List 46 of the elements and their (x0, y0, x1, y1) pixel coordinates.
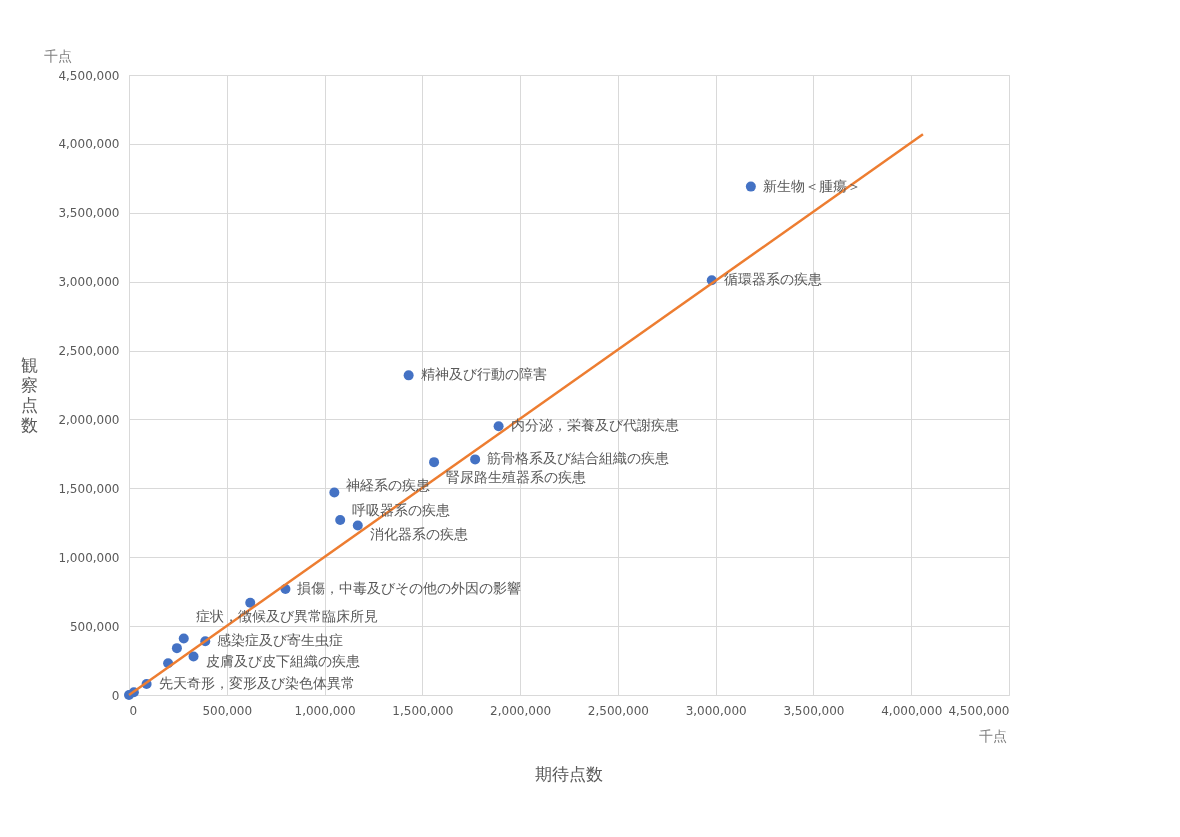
x-tick-label: 2,000,000 (490, 703, 552, 718)
y-tick-label: 500,000 (69, 619, 120, 634)
y-axis-title: 観察点数 (20, 355, 38, 436)
point (245, 597, 256, 608)
point (171, 643, 182, 654)
x-tick-label: 500,000 (202, 703, 253, 718)
point (745, 181, 756, 192)
annotation: 筋骨格系及び結合組織の疾患 (487, 450, 670, 467)
annotation: 先天奇形，変形及び染色体異常 (158, 674, 355, 691)
y-tick-label: 1,500,000 (58, 481, 120, 496)
x-tick-label: 1,500,000 (392, 703, 454, 718)
text: 千点 (979, 728, 1007, 744)
x-tick-label: 3,500,000 (783, 703, 845, 718)
y-tick-label: 0 (111, 688, 120, 703)
text: 千点 (44, 48, 72, 64)
point (470, 454, 481, 465)
x-tick-label: 3,000,000 (685, 703, 747, 718)
point (329, 487, 340, 498)
annotation: 消化器系の疾患 (369, 525, 468, 542)
y-tick-label: 4,500,000 (58, 68, 120, 83)
x-tick-label: 0 (129, 703, 138, 718)
annotation: 内分泌，栄養及び代謝疾患 (510, 417, 679, 434)
y-tick-label: 1,000,000 (58, 550, 120, 565)
y-tick-label: 3,000,000 (58, 275, 120, 290)
y-tick-label: 2,500,000 (58, 344, 120, 359)
point (188, 651, 199, 662)
point (352, 520, 363, 531)
point (335, 515, 346, 526)
point (178, 633, 189, 644)
x-tick-label: 4,500,000 (948, 703, 1010, 718)
annotation: 皮膚及び皮下組織の疾患 (205, 653, 360, 670)
x-tick-label: 2,500,000 (587, 703, 649, 718)
annotation: 感染症及び寄生虫症 (217, 632, 344, 649)
y-tick-label: 3,500,000 (58, 206, 120, 221)
annotation: 損傷，中毒及びその他の外因の影響 (297, 579, 522, 596)
point (429, 457, 440, 468)
annotation: 精神及び行動の障害 (420, 366, 547, 383)
x-tick-label: 1,000,000 (294, 703, 356, 718)
point (493, 421, 504, 432)
annotation: 腎尿路生殖器系の疾患 (446, 469, 587, 486)
x-tick-label: 4,000,000 (881, 703, 943, 718)
y-tick-label: 2,000,000 (58, 412, 120, 427)
y-tick-label: 4,000,000 (58, 137, 120, 152)
x-axis-title: 期待点数 (535, 764, 603, 784)
point (403, 370, 414, 381)
annotation: 循環器系の疾患 (723, 271, 822, 288)
